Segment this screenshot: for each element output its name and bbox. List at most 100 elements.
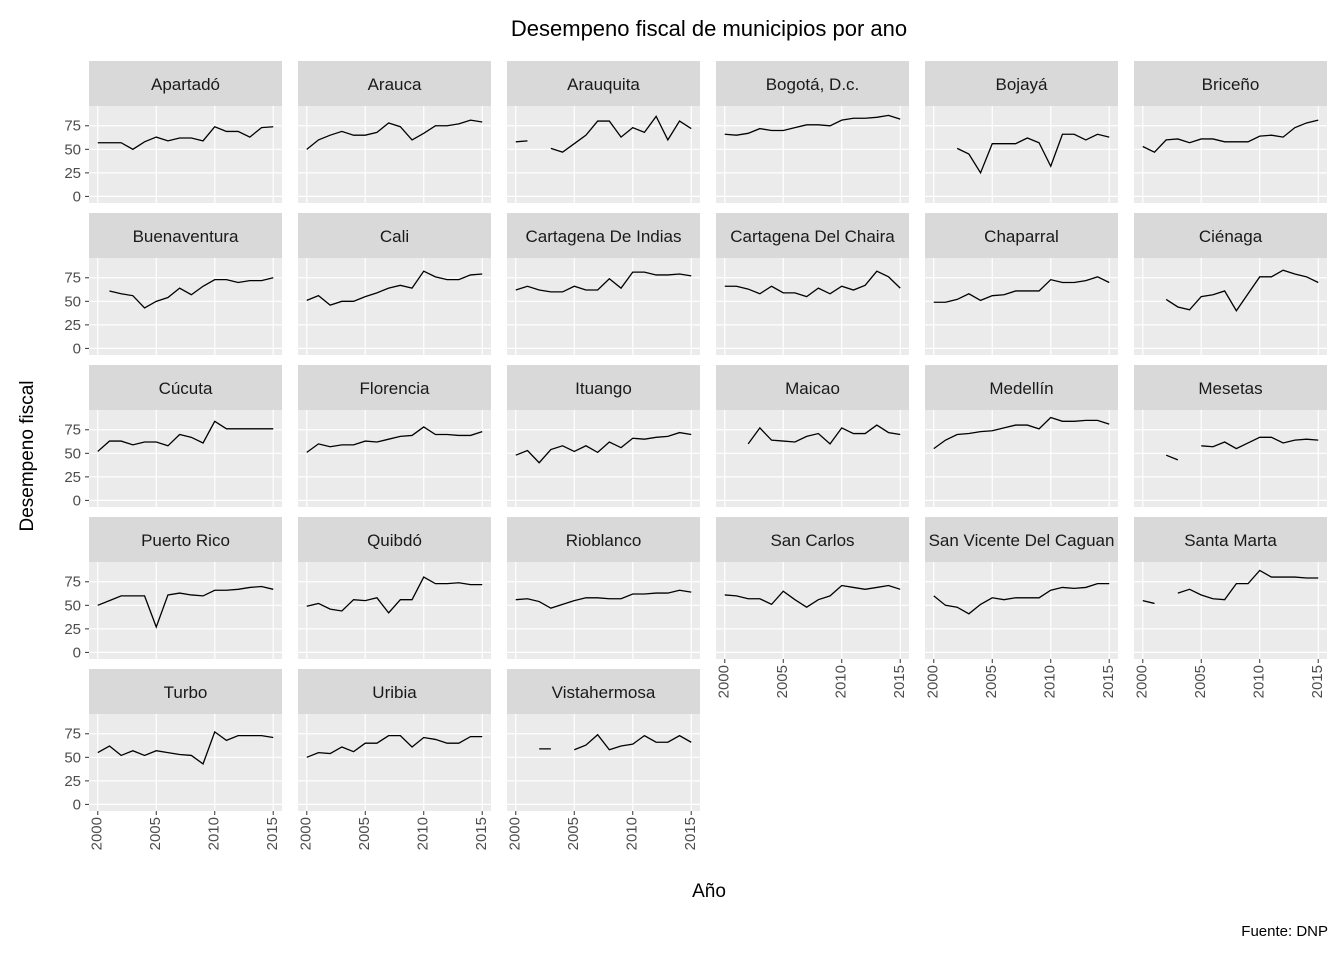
- y-tick-label: 75: [64, 270, 81, 287]
- strip-label: Bojayá: [996, 75, 1049, 94]
- strip-label: Florencia: [360, 379, 430, 398]
- panel-background: [925, 258, 1118, 355]
- y-tick-label: 0: [73, 340, 81, 357]
- facet-panel: Vistahermosa 2000 2005 2010 2015: [507, 669, 700, 850]
- y-tick-label: 75: [64, 118, 81, 135]
- y-tick-label: 50: [64, 597, 81, 614]
- panel-background: [89, 562, 282, 659]
- series-line: [515, 271, 692, 293]
- facet-panel: Quibdó: [298, 517, 491, 659]
- strip-label: Apartadó: [151, 75, 220, 94]
- series-line: [956, 133, 1110, 175]
- facet-panel: Chaparral: [925, 213, 1118, 355]
- chart-title: Desempeno fiscal de municipios por ano: [511, 16, 907, 41]
- panel-background: [507, 410, 700, 507]
- strip: [298, 517, 491, 562]
- strip: [89, 213, 282, 258]
- strip: [298, 61, 491, 106]
- facet-panel: San Carlos 2000 2005 2010 2015: [716, 517, 909, 698]
- strip: [89, 517, 282, 562]
- series-line: [933, 276, 1110, 303]
- panel-background: [507, 714, 700, 811]
- strip: [89, 669, 282, 714]
- strip: [89, 61, 282, 106]
- x-tick-label: 2015: [473, 817, 490, 850]
- y-tick-label: 0: [73, 644, 81, 661]
- strip-label: Briceño: [1202, 75, 1260, 94]
- panel-background: [925, 562, 1118, 659]
- y-tick-label: 75: [64, 574, 81, 591]
- series-line: [515, 115, 692, 153]
- facet-panel: Uribia 2000 2005 2010 2015: [298, 669, 491, 850]
- strip-label: Cartagena Del Chaira: [730, 227, 895, 246]
- panel-background: [298, 410, 491, 507]
- facet-panel: Cartagena De Indias: [507, 213, 700, 355]
- strip: [716, 213, 909, 258]
- strip: [89, 365, 282, 410]
- strip: [925, 61, 1118, 106]
- facet-panel: San Vicente Del Caguan 2000 2005 2010 2015: [925, 517, 1118, 698]
- strip: [298, 365, 491, 410]
- series-line: [1165, 436, 1319, 461]
- x-tick-label: 2010: [206, 817, 223, 850]
- caption: Fuente: DNP: [1241, 923, 1328, 940]
- strip: [507, 669, 700, 714]
- facet-panel: Rioblanco: [507, 517, 700, 659]
- y-tick-label: 50: [64, 141, 81, 158]
- x-tick-label: 2005: [774, 665, 791, 698]
- facet-panel: Apartadó 0 25 50 75: [64, 61, 282, 205]
- x-tick-label: 2010: [1251, 665, 1268, 698]
- strip: [716, 517, 909, 562]
- x-tick-label: 2010: [1042, 665, 1059, 698]
- series-line: [515, 589, 692, 609]
- panel-background: [1134, 562, 1327, 659]
- x-tick-label: 2000: [507, 817, 524, 850]
- panel-background: [716, 410, 909, 507]
- facet-panel: Florencia: [298, 365, 491, 507]
- x-tick-label: 2015: [1309, 665, 1326, 698]
- strip-label: Bogotá, D.c.: [766, 75, 860, 94]
- strip: [298, 669, 491, 714]
- strip-label: Ciénaga: [1199, 227, 1263, 246]
- series-line: [747, 424, 901, 445]
- series-line: [97, 420, 274, 452]
- series-line: [97, 125, 274, 151]
- y-tick-label: 25: [64, 317, 81, 334]
- x-tick-label: 2005: [356, 817, 373, 850]
- y-tick-label: 25: [64, 469, 81, 486]
- facet-panel: Ituango: [507, 365, 700, 507]
- facet-panel: Arauquita: [507, 61, 700, 203]
- series-line: [724, 584, 901, 608]
- y-tick-label: 0: [73, 188, 81, 205]
- strip: [716, 61, 909, 106]
- strip-label: Arauca: [368, 75, 422, 94]
- x-tick-label: 2010: [624, 817, 641, 850]
- x-tick-label: 2015: [264, 817, 281, 850]
- panel-background: [925, 106, 1118, 203]
- series-line: [724, 114, 901, 136]
- panel-background: [1134, 106, 1327, 203]
- x-tick-label: 2000: [1134, 665, 1151, 698]
- strip: [1134, 61, 1327, 106]
- x-tick-label: 2005: [1192, 665, 1209, 698]
- series-line: [539, 733, 692, 751]
- strip: [1134, 365, 1327, 410]
- facet-panel: Mesetas: [1134, 365, 1327, 507]
- panel-background: [298, 258, 491, 355]
- strip-label: Buenaventura: [133, 227, 239, 246]
- x-tick-label: 2000: [298, 817, 315, 850]
- strip: [925, 213, 1118, 258]
- panel-background: [298, 714, 491, 811]
- series-line: [306, 119, 483, 150]
- series-line: [933, 583, 1110, 615]
- strip: [507, 213, 700, 258]
- series-line: [306, 270, 483, 306]
- panel-background: [507, 562, 700, 659]
- facet-panel: Cali: [298, 213, 491, 355]
- y-tick-label: 50: [64, 293, 81, 310]
- series-line: [306, 576, 483, 614]
- x-tick-label: 2000: [925, 665, 942, 698]
- series-line: [724, 270, 901, 298]
- strip-label: San Carlos: [770, 531, 854, 550]
